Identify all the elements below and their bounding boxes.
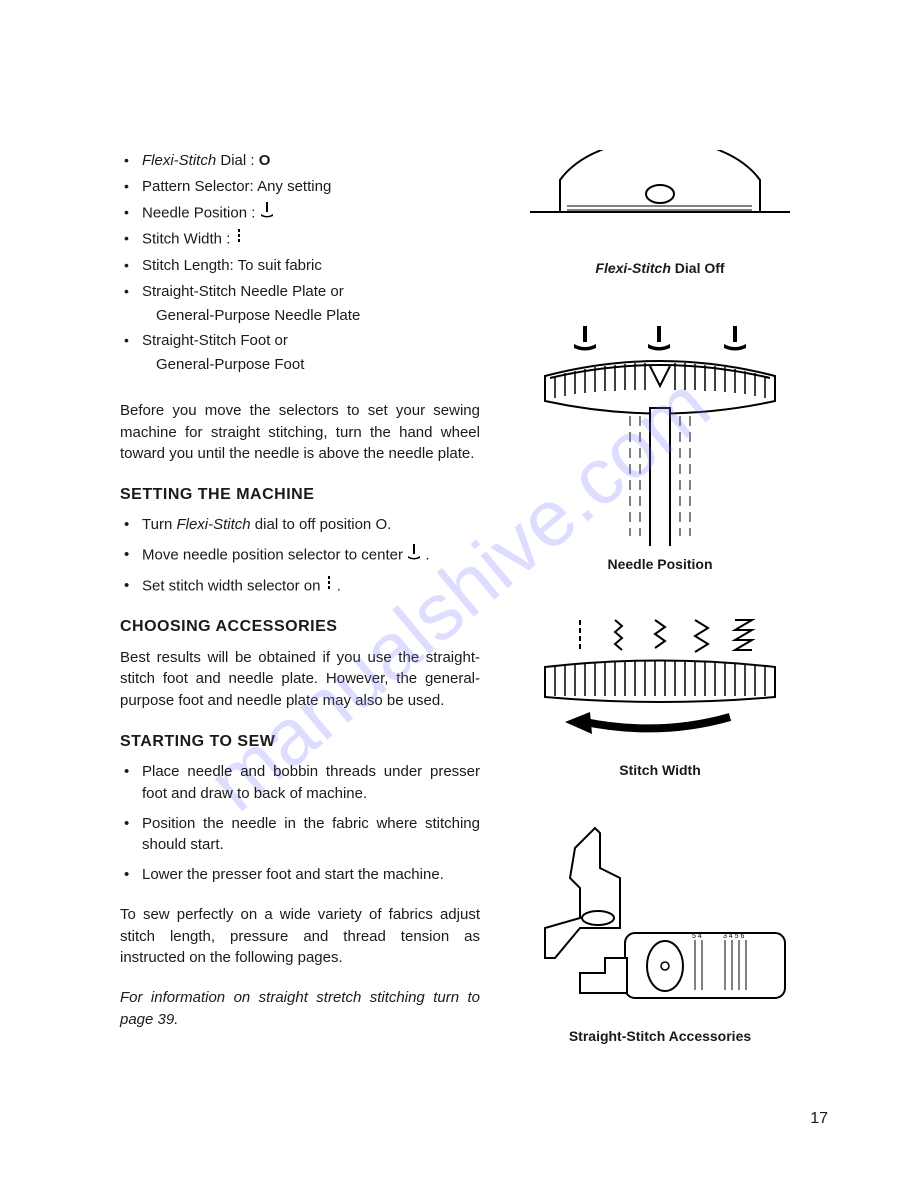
figure-caption: Needle Position — [520, 556, 800, 572]
setting-label-italic: Flexi-Stitch — [142, 152, 216, 169]
figure-stitch-width: Stitch Width — [520, 612, 800, 778]
trail: . — [421, 546, 429, 563]
setting-flexi: Flexi-Stitch Dial : O — [138, 150, 480, 172]
setting-value: Any setting — [257, 178, 331, 195]
figure-needle-position: Needle Position — [520, 316, 800, 572]
figure-caption: Straight-Stitch Accessories — [520, 1028, 800, 1044]
figure-flexi-dial: Flexi-Stitch Dial Off — [520, 150, 800, 276]
setting-stitch-length: Stitch Length: To suit fabric — [138, 255, 480, 277]
trail: . — [333, 577, 341, 594]
needle-center-icon — [407, 544, 421, 567]
setting-value: O — [259, 152, 271, 169]
intro-paragraph: Before you move the selectors to set you… — [120, 400, 480, 465]
setting-label: Straight-Stitch Foot or — [142, 332, 288, 349]
setting-sub: General-Purpose Foot — [156, 356, 304, 373]
list-item: Position the needle in the fabric where … — [138, 813, 480, 857]
svg-text:3 4 5 6: 3 4 5 6 — [723, 933, 745, 940]
setting-stitch-width: Stitch Width : — [138, 228, 480, 251]
text: Set stitch width selector on — [142, 577, 325, 594]
setting-foot: Straight-Stitch Foot or — [138, 330, 480, 352]
setting-needle-pos: Needle Position : — [138, 202, 480, 225]
setting-value: To suit fabric — [238, 257, 322, 274]
caption-italic: Flexi-Stitch — [595, 260, 670, 276]
right-column: Flexi-Stitch Dial Off — [520, 150, 800, 1084]
settings-list: Flexi-Stitch Dial : O Pattern Selector: … — [120, 150, 480, 376]
closing-paragraph: To sew perfectly on a wide variety of fa… — [120, 904, 480, 969]
text: Move needle position selector to center — [142, 546, 403, 563]
text-italic: Flexi-Stitch — [176, 516, 250, 533]
starting-to-sew-list: Place needle and bobbin threads under pr… — [120, 761, 480, 886]
setting-label: Stitch Length: — [142, 257, 234, 274]
setting-needle-plate-sub: General-Purpose Needle Plate — [138, 305, 480, 327]
figure-caption: Stitch Width — [520, 762, 800, 778]
setting-label: Needle Position : — [142, 204, 255, 221]
stitch-dotline-icon — [325, 575, 333, 598]
manual-page: Flexi-Stitch Dial : O Pattern Selector: … — [0, 0, 918, 1124]
setting-label: Stitch Width : — [142, 231, 230, 248]
list-item: Turn Flexi-Stitch dial to off position O… — [138, 514, 480, 536]
setting-pattern: Pattern Selector: Any setting — [138, 176, 480, 198]
setting-needle-plate: Straight-Stitch Needle Plate or — [138, 281, 480, 303]
setting-label: Straight-Stitch Needle Plate or — [142, 283, 344, 300]
setting-machine-list: Turn Flexi-Stitch dial to off position O… — [120, 514, 480, 597]
heading-starting-to-sew: STARTING TO SEW — [120, 730, 480, 753]
list-item: Move needle position selector to center … — [138, 544, 480, 567]
list-item: Set stitch width selector on . — [138, 575, 480, 598]
heading-choosing-accessories: CHOOSING ACCESSORIES — [120, 615, 480, 638]
setting-label: Dial : — [216, 152, 254, 169]
left-column: Flexi-Stitch Dial : O Pattern Selector: … — [120, 150, 480, 1084]
setting-foot-sub: General-Purpose Foot — [138, 354, 480, 376]
heading-setting-machine: SETTING THE MACHINE — [120, 483, 480, 506]
page-number: 17 — [810, 1110, 828, 1128]
list-item: Place needle and bobbin threads under pr… — [138, 761, 480, 805]
choosing-accessories-text: Best results will be obtained if you use… — [120, 647, 480, 712]
text-prefix: Turn — [142, 516, 176, 533]
figure-accessories: 5 4 3 4 5 6 Straight-Stitch Accessories — [520, 818, 800, 1044]
caption-suffix: Dial Off — [671, 260, 725, 276]
footnote: For information on straight stretch stit… — [120, 987, 480, 1031]
stitch-dotline-icon — [235, 228, 243, 251]
text-suffix: dial to off position O. — [251, 516, 392, 533]
figure-caption: Flexi-Stitch Dial Off — [520, 260, 800, 276]
needle-center-icon — [260, 202, 274, 225]
svg-text:5 4: 5 4 — [692, 933, 702, 940]
setting-label: Pattern Selector: — [142, 178, 254, 195]
list-item: Lower the presser foot and start the mac… — [138, 864, 480, 886]
setting-sub: General-Purpose Needle Plate — [156, 307, 360, 324]
